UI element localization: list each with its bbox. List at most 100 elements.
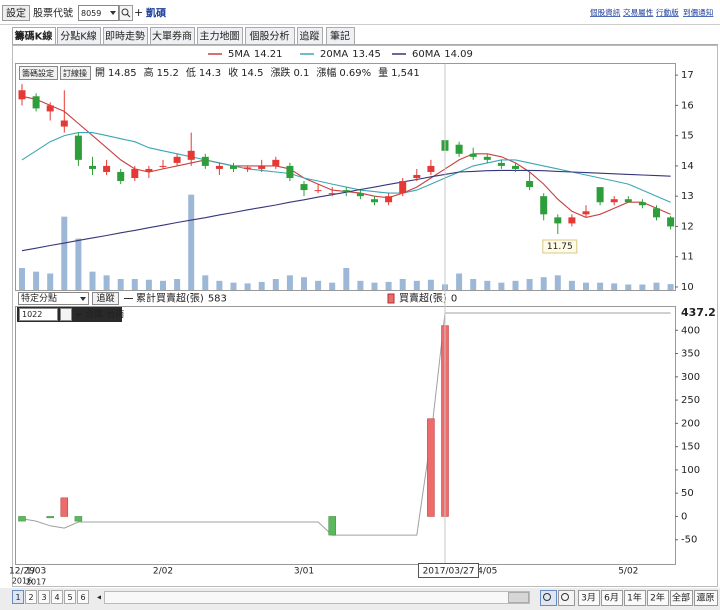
candle-body (215, 165, 223, 169)
selector-label[interactable]: 特定分點 (21, 292, 57, 304)
info-name: 漲幅 (316, 66, 336, 79)
candle-body (103, 165, 111, 172)
range-button[interactable] (647, 590, 669, 606)
links: 個股資訊 交易屬性 行動版 到價通知 (590, 7, 713, 17)
cumulative-line (21, 312, 671, 536)
page-button[interactable] (77, 590, 89, 604)
candle-body (173, 156, 181, 163)
x-tick-label: 3/01 (294, 567, 314, 577)
y-tick-label: -50 (681, 535, 697, 546)
tab-label[interactable]: 追蹤 (300, 30, 320, 43)
volume-bar (371, 282, 378, 290)
y-tick-label: 13 (681, 191, 694, 202)
link[interactable]: 行動版 (656, 7, 679, 17)
net-bar (60, 497, 69, 517)
page-button[interactable] (51, 590, 63, 604)
legend-name: 60MA (412, 49, 440, 60)
zoom-in[interactable] (540, 590, 557, 606)
selector[interactable] (18, 292, 89, 305)
x-tick-label: 5/02 (618, 567, 638, 577)
chart-button-label[interactable]: 籌碼設定 (22, 68, 54, 78)
page-button[interactable] (64, 590, 76, 604)
range-label[interactable]: 3月 (581, 593, 596, 604)
tab-label[interactable]: 主力地圖 (200, 30, 240, 43)
selector-arrow[interactable] (80, 297, 86, 301)
range-button[interactable] (694, 590, 718, 606)
page-label[interactable]: 4 (54, 593, 59, 602)
scrollbar[interactable] (104, 591, 530, 604)
branch-name: 合庫-台南 (85, 308, 124, 320)
tab-label[interactable]: 個股分析 (250, 30, 290, 43)
page-button[interactable] (12, 590, 24, 604)
footer-buttons: 1 2 3 4 5 6 3月 6月 1年 2年 全部 還原 (12, 590, 718, 606)
volume-bar (272, 279, 279, 290)
scroll-thumb[interactable] (508, 592, 529, 603)
page-label[interactable]: 3 (41, 593, 46, 602)
page-label[interactable]: 5 (67, 593, 72, 602)
code-input[interactable] (78, 5, 119, 21)
tab-label[interactable]: 筆記 (330, 30, 350, 43)
tab-label[interactable]: 即時走勢 (105, 30, 145, 43)
chart-button[interactable] (60, 66, 91, 80)
volume-bar (554, 275, 561, 290)
candle-body (18, 90, 26, 100)
range-label[interactable]: 還原 (696, 592, 714, 604)
page-button[interactable] (38, 590, 50, 604)
volume-bar (75, 238, 82, 290)
tab-label[interactable]: 分點K線 (60, 30, 97, 43)
page-button[interactable] (25, 590, 37, 604)
volume-bar (456, 273, 463, 290)
dropdown-arrow[interactable] (110, 11, 116, 15)
branch-search[interactable] (60, 308, 72, 321)
add-icon[interactable]: + (134, 6, 143, 19)
page-label[interactable]: 2 (28, 593, 33, 602)
range-button[interactable] (670, 590, 693, 606)
volume-bar (61, 216, 68, 290)
track-button[interactable] (92, 292, 119, 305)
chart-button[interactable] (19, 66, 58, 80)
range-button[interactable] (578, 590, 600, 606)
x-tick-label: 4/05 (477, 567, 497, 577)
candle-body (286, 165, 294, 179)
volume-bar (611, 283, 618, 290)
range-label[interactable]: 1年 (627, 592, 642, 604)
candle-body (653, 208, 660, 218)
legend-value: 583 (208, 294, 227, 305)
range-label[interactable]: 全部 (672, 592, 690, 604)
search-button[interactable] (119, 5, 133, 21)
range-label[interactable]: 2年 (650, 592, 665, 604)
settings-button[interactable] (2, 5, 30, 21)
low-label: 11.75 (547, 242, 573, 252)
tab-label[interactable]: 大單券商 (152, 30, 192, 43)
chart-button-label[interactable]: 訂線操 (63, 68, 87, 78)
zoom-out[interactable] (558, 590, 575, 606)
tab-label[interactable]: 籌碼K線 (15, 30, 53, 43)
info-value: 0.69% (339, 68, 371, 79)
info-name: 漲跌 (270, 66, 290, 79)
link[interactable]: 到價通知 (683, 7, 713, 17)
branch-add[interactable]: + (74, 310, 82, 321)
range-label[interactable]: 6月 (604, 593, 619, 604)
volume-bar (89, 271, 96, 290)
volume-bar (117, 279, 124, 290)
link[interactable]: 個股資訊 (590, 7, 621, 17)
peak-label: 437.2 (681, 306, 716, 319)
scroll-left[interactable]: ◂ (97, 593, 101, 602)
volume-bar (583, 282, 589, 290)
candle-body (638, 202, 646, 206)
info-name: 開 (95, 67, 105, 79)
range-button[interactable] (624, 590, 646, 606)
branch-input[interactable] (19, 308, 58, 321)
volume-bar (427, 279, 434, 290)
x-tick-label: 1/03 (26, 567, 46, 577)
volume-bar (667, 284, 674, 290)
track-label[interactable]: 追蹤 (96, 292, 114, 304)
link[interactable]: 交易屬性 (623, 7, 654, 17)
y-tick-label: 300 (681, 372, 700, 383)
candle-body (483, 156, 491, 160)
range-button[interactable] (601, 590, 623, 606)
volume-bar (526, 279, 533, 290)
page-label[interactable]: 6 (80, 593, 85, 602)
volume-bar (315, 280, 322, 290)
page-label[interactable]: 1 (15, 593, 20, 602)
